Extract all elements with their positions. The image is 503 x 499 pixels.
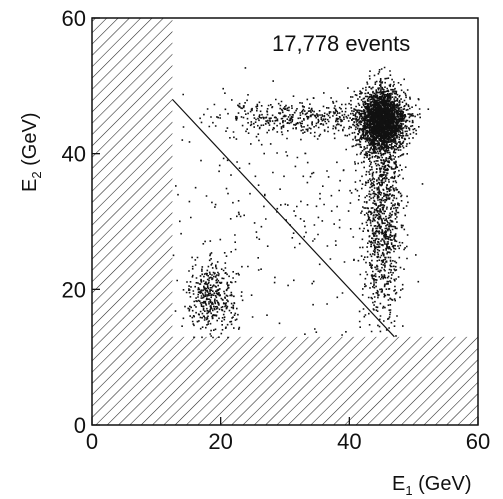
x-tick-label: 0: [86, 429, 98, 454]
point-cluster: [172, 243, 253, 339]
y-tick-label: 0: [74, 413, 86, 438]
scatter-points: [172, 66, 430, 339]
y-axis-ticks: 0 20 40 60: [62, 6, 100, 438]
diagonal-cut-line: [171, 98, 395, 338]
point-cluster: [333, 70, 421, 171]
point-cluster: [182, 92, 421, 140]
y-axis-unit: (GeV): [19, 113, 41, 172]
x-axis-ticks: 0 20 40 60: [86, 417, 490, 454]
x-tick-label: 20: [208, 429, 232, 454]
y-tick-label: 60: [62, 6, 86, 31]
event-count-annotation: 17,778 events: [272, 31, 410, 56]
y-axis-symbol: E: [19, 179, 41, 192]
x-axis-title: E1 (GeV): [392, 473, 471, 498]
excluded-region: [92, 18, 478, 425]
x-axis-subscript: 1: [405, 483, 412, 498]
x-tick-label: 60: [466, 429, 490, 454]
y-tick-label: 40: [62, 142, 86, 167]
y-tick-label: 20: [62, 277, 86, 302]
y-axis-subscript: 2: [29, 171, 44, 178]
x-tick-label: 40: [337, 429, 361, 454]
x-axis-symbol: E: [392, 473, 405, 495]
y-axis-title: E2 (GeV): [19, 113, 44, 192]
x-axis-unit: (GeV): [413, 473, 472, 495]
excluded-hatched-area: [92, 18, 478, 425]
plot-frame: [91, 17, 479, 426]
point-cluster: [353, 66, 420, 337]
